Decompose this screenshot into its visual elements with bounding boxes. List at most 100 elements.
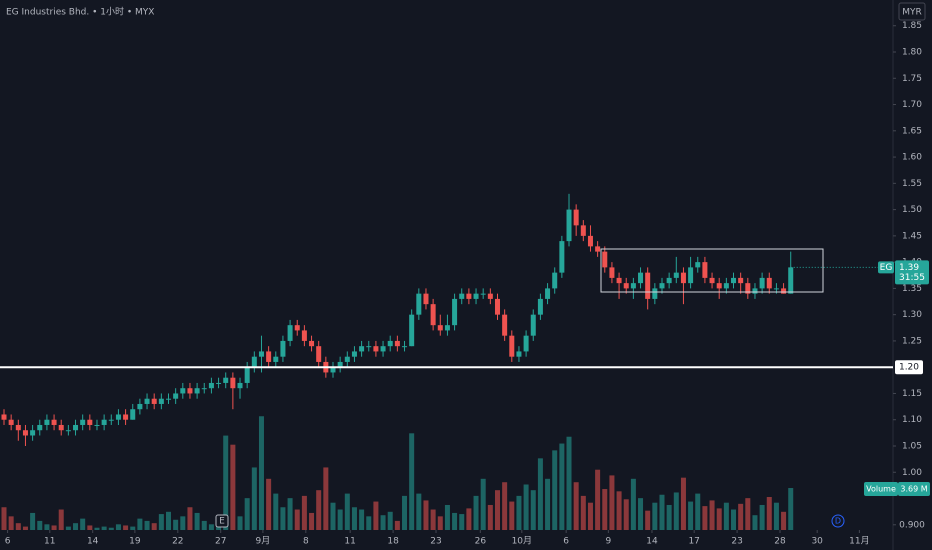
candle-body: [316, 346, 322, 362]
candle-body: [645, 272, 651, 299]
candle-body: [781, 288, 787, 294]
candle-body: [194, 388, 200, 394]
volume-bar: [745, 498, 751, 530]
y-tick-label: 1.15: [902, 389, 922, 399]
candle-body: [623, 283, 629, 289]
volume-bar: [130, 526, 136, 530]
candle-body: [430, 304, 436, 326]
candle-body: [301, 330, 307, 341]
candle-body: [158, 398, 164, 404]
volume-bar: [144, 520, 150, 530]
candle-body: [638, 272, 644, 284]
volume-bar: [294, 509, 300, 530]
volume-bar: [688, 501, 694, 530]
candle-body: [151, 398, 157, 404]
candle-body: [659, 283, 665, 289]
candle-body: [716, 283, 722, 289]
volume-bar: [402, 495, 408, 530]
volume-bar: [659, 494, 665, 530]
candle-body: [123, 414, 129, 420]
y-tick-label: 1.50: [902, 205, 922, 215]
y-tick-label: 1.05: [902, 441, 922, 451]
volume-bar: [652, 502, 658, 530]
candle-body: [130, 409, 136, 420]
volume-bar: [244, 498, 250, 530]
candle-body: [587, 235, 593, 247]
candle-body: [537, 298, 543, 315]
candle-body: [366, 346, 372, 348]
candle-body: [51, 419, 57, 425]
candle-body: [144, 398, 150, 404]
volume-bar: [137, 518, 143, 530]
x-tick-label: 11: [344, 537, 355, 547]
candle-body: [731, 277, 737, 284]
candle-body: [44, 419, 50, 425]
dividend-marker-bg: [831, 514, 845, 528]
x-tick-label: 9: [605, 537, 611, 547]
candle-body: [165, 398, 172, 400]
volume-bar: [545, 478, 551, 530]
candle-body: [330, 367, 336, 373]
candle-body: [294, 325, 300, 331]
price-tag: 1.39: [899, 263, 919, 273]
x-tick-label: 27: [215, 537, 226, 547]
candle-body: [22, 430, 28, 436]
volume-bar: [702, 506, 708, 530]
volume-bar: [487, 504, 493, 530]
candle-body: [630, 283, 636, 289]
y-tick-label: 1.55: [902, 179, 922, 189]
currency-button[interactable]: [898, 2, 926, 21]
currency[interactable]: MYR: [902, 8, 922, 18]
candle-body: [387, 340, 393, 347]
volume-bar: [616, 491, 622, 530]
candle-body: [280, 340, 286, 357]
candle-body: [673, 272, 679, 278]
volume-bar: [559, 443, 565, 530]
candle-body: [216, 382, 222, 384]
volume-bar: [752, 515, 758, 530]
volume-bar: [623, 499, 629, 530]
symbol-tag: EG: [880, 263, 893, 273]
candle-body: [266, 351, 272, 362]
volume-bar: [237, 516, 243, 530]
candle-body: [523, 335, 529, 352]
candle-body: [494, 298, 500, 315]
x-tick-label: 23: [430, 537, 441, 547]
candle-body: [273, 356, 279, 362]
candle-body: [459, 293, 465, 299]
volume-bar: [223, 435, 229, 530]
y-tick-label: 0.900: [899, 520, 925, 530]
volume-value-bg: [898, 482, 930, 496]
x-tick-label: 30: [811, 537, 823, 547]
volume-pane: [1, 416, 794, 530]
earnings-marker-bg: [215, 514, 229, 528]
volume-title: Volume: [866, 485, 896, 494]
candle-body: [480, 293, 486, 295]
volume-bar: [452, 512, 458, 530]
dividend-marker: D: [835, 517, 841, 526]
x-tick-label: 6: [5, 537, 11, 547]
candle-body: [15, 424, 21, 431]
volume-bar: [330, 502, 336, 530]
candle-body: [380, 346, 386, 352]
candle-body: [373, 346, 379, 352]
candle-body: [552, 272, 558, 289]
volume-value: 3.69 M: [900, 485, 927, 494]
volume-bar: [30, 512, 36, 530]
candle-body: [258, 351, 264, 357]
volume-title-bg: [864, 482, 898, 496]
candle-body: [566, 209, 572, 242]
volume-bar: [587, 502, 593, 530]
candle-body: [251, 356, 257, 368]
candle-body: [65, 430, 71, 432]
volume-bar: [530, 490, 536, 530]
volume-bar: [230, 444, 236, 530]
volume-bar: [15, 523, 21, 530]
candle-body: [187, 388, 193, 394]
volume-bar: [58, 509, 64, 530]
candles: [1, 193, 794, 446]
price-tag-bg: [895, 260, 929, 285]
candle-body: [409, 314, 415, 347]
candle-body: [80, 419, 86, 425]
y-tick-label: 1.00: [902, 468, 922, 478]
